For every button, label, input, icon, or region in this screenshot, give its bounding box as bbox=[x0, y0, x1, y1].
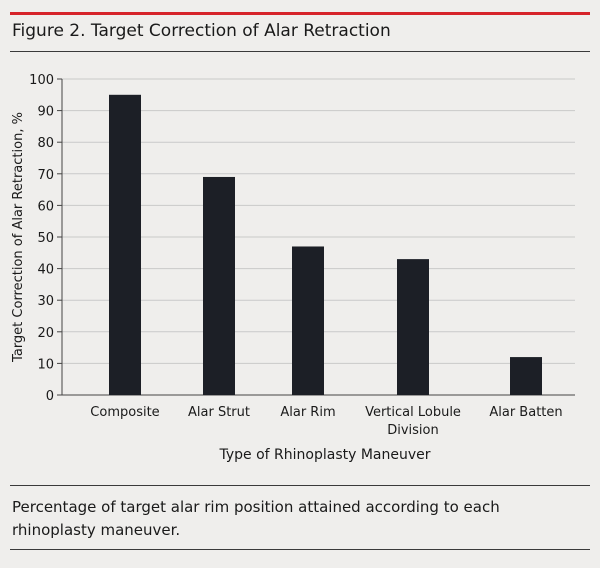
bar-1 bbox=[203, 176, 235, 395]
y-tick-label: 80 bbox=[37, 136, 54, 151]
y-tick-label: 10 bbox=[37, 357, 54, 372]
figure-title: Figure 2. Target Correction of Alar Retr… bbox=[12, 21, 391, 41]
caption-bottom-divider bbox=[10, 549, 590, 550]
bars bbox=[109, 94, 542, 396]
x-tick-label: Alar Strut bbox=[188, 405, 250, 420]
y-tick-label: 30 bbox=[37, 294, 54, 309]
bar-0 bbox=[109, 94, 141, 396]
x-tick-label: Alar Rim bbox=[280, 405, 335, 420]
y-tick-label: 100 bbox=[29, 73, 54, 88]
y-tick-label: 70 bbox=[37, 168, 54, 183]
y-tick-label: 90 bbox=[37, 105, 54, 120]
y-tick-label: 20 bbox=[37, 326, 54, 341]
bar-4 bbox=[510, 357, 542, 395]
bar-3 bbox=[397, 259, 429, 395]
y-ticks: 0 10 20 30 40 50 60 70 80 90 100 bbox=[29, 73, 62, 404]
category-labels: Composite Alar Strut Alar Rim Vertical Lobu… bbox=[90, 405, 562, 438]
title-divider bbox=[10, 51, 590, 52]
y-tick-label: 0 bbox=[46, 389, 54, 404]
x-tick-label: Composite bbox=[90, 405, 159, 420]
y-tick-label: 40 bbox=[37, 263, 54, 278]
caption-top-divider bbox=[10, 485, 590, 486]
x-tick-label: Vertical Lobule Division bbox=[365, 405, 461, 438]
figure-caption: Percentage of target alar rim position a… bbox=[12, 498, 500, 539]
grid-lines bbox=[62, 78, 575, 364]
y-axis-title: Target Correction of Alar Retraction, % bbox=[11, 112, 26, 363]
x-tick-label: Alar Batten bbox=[489, 405, 562, 420]
bar-2 bbox=[292, 246, 324, 395]
y-tick-label: 50 bbox=[37, 231, 54, 246]
y-tick-label: 60 bbox=[37, 199, 54, 214]
x-axis-title: Type of Rhinoplasty Maneuver bbox=[218, 447, 430, 463]
bar-chart: 0 10 20 30 40 50 60 70 80 90 100 Composite Alar Str… bbox=[11, 73, 575, 463]
top-accent-rule bbox=[10, 12, 590, 15]
